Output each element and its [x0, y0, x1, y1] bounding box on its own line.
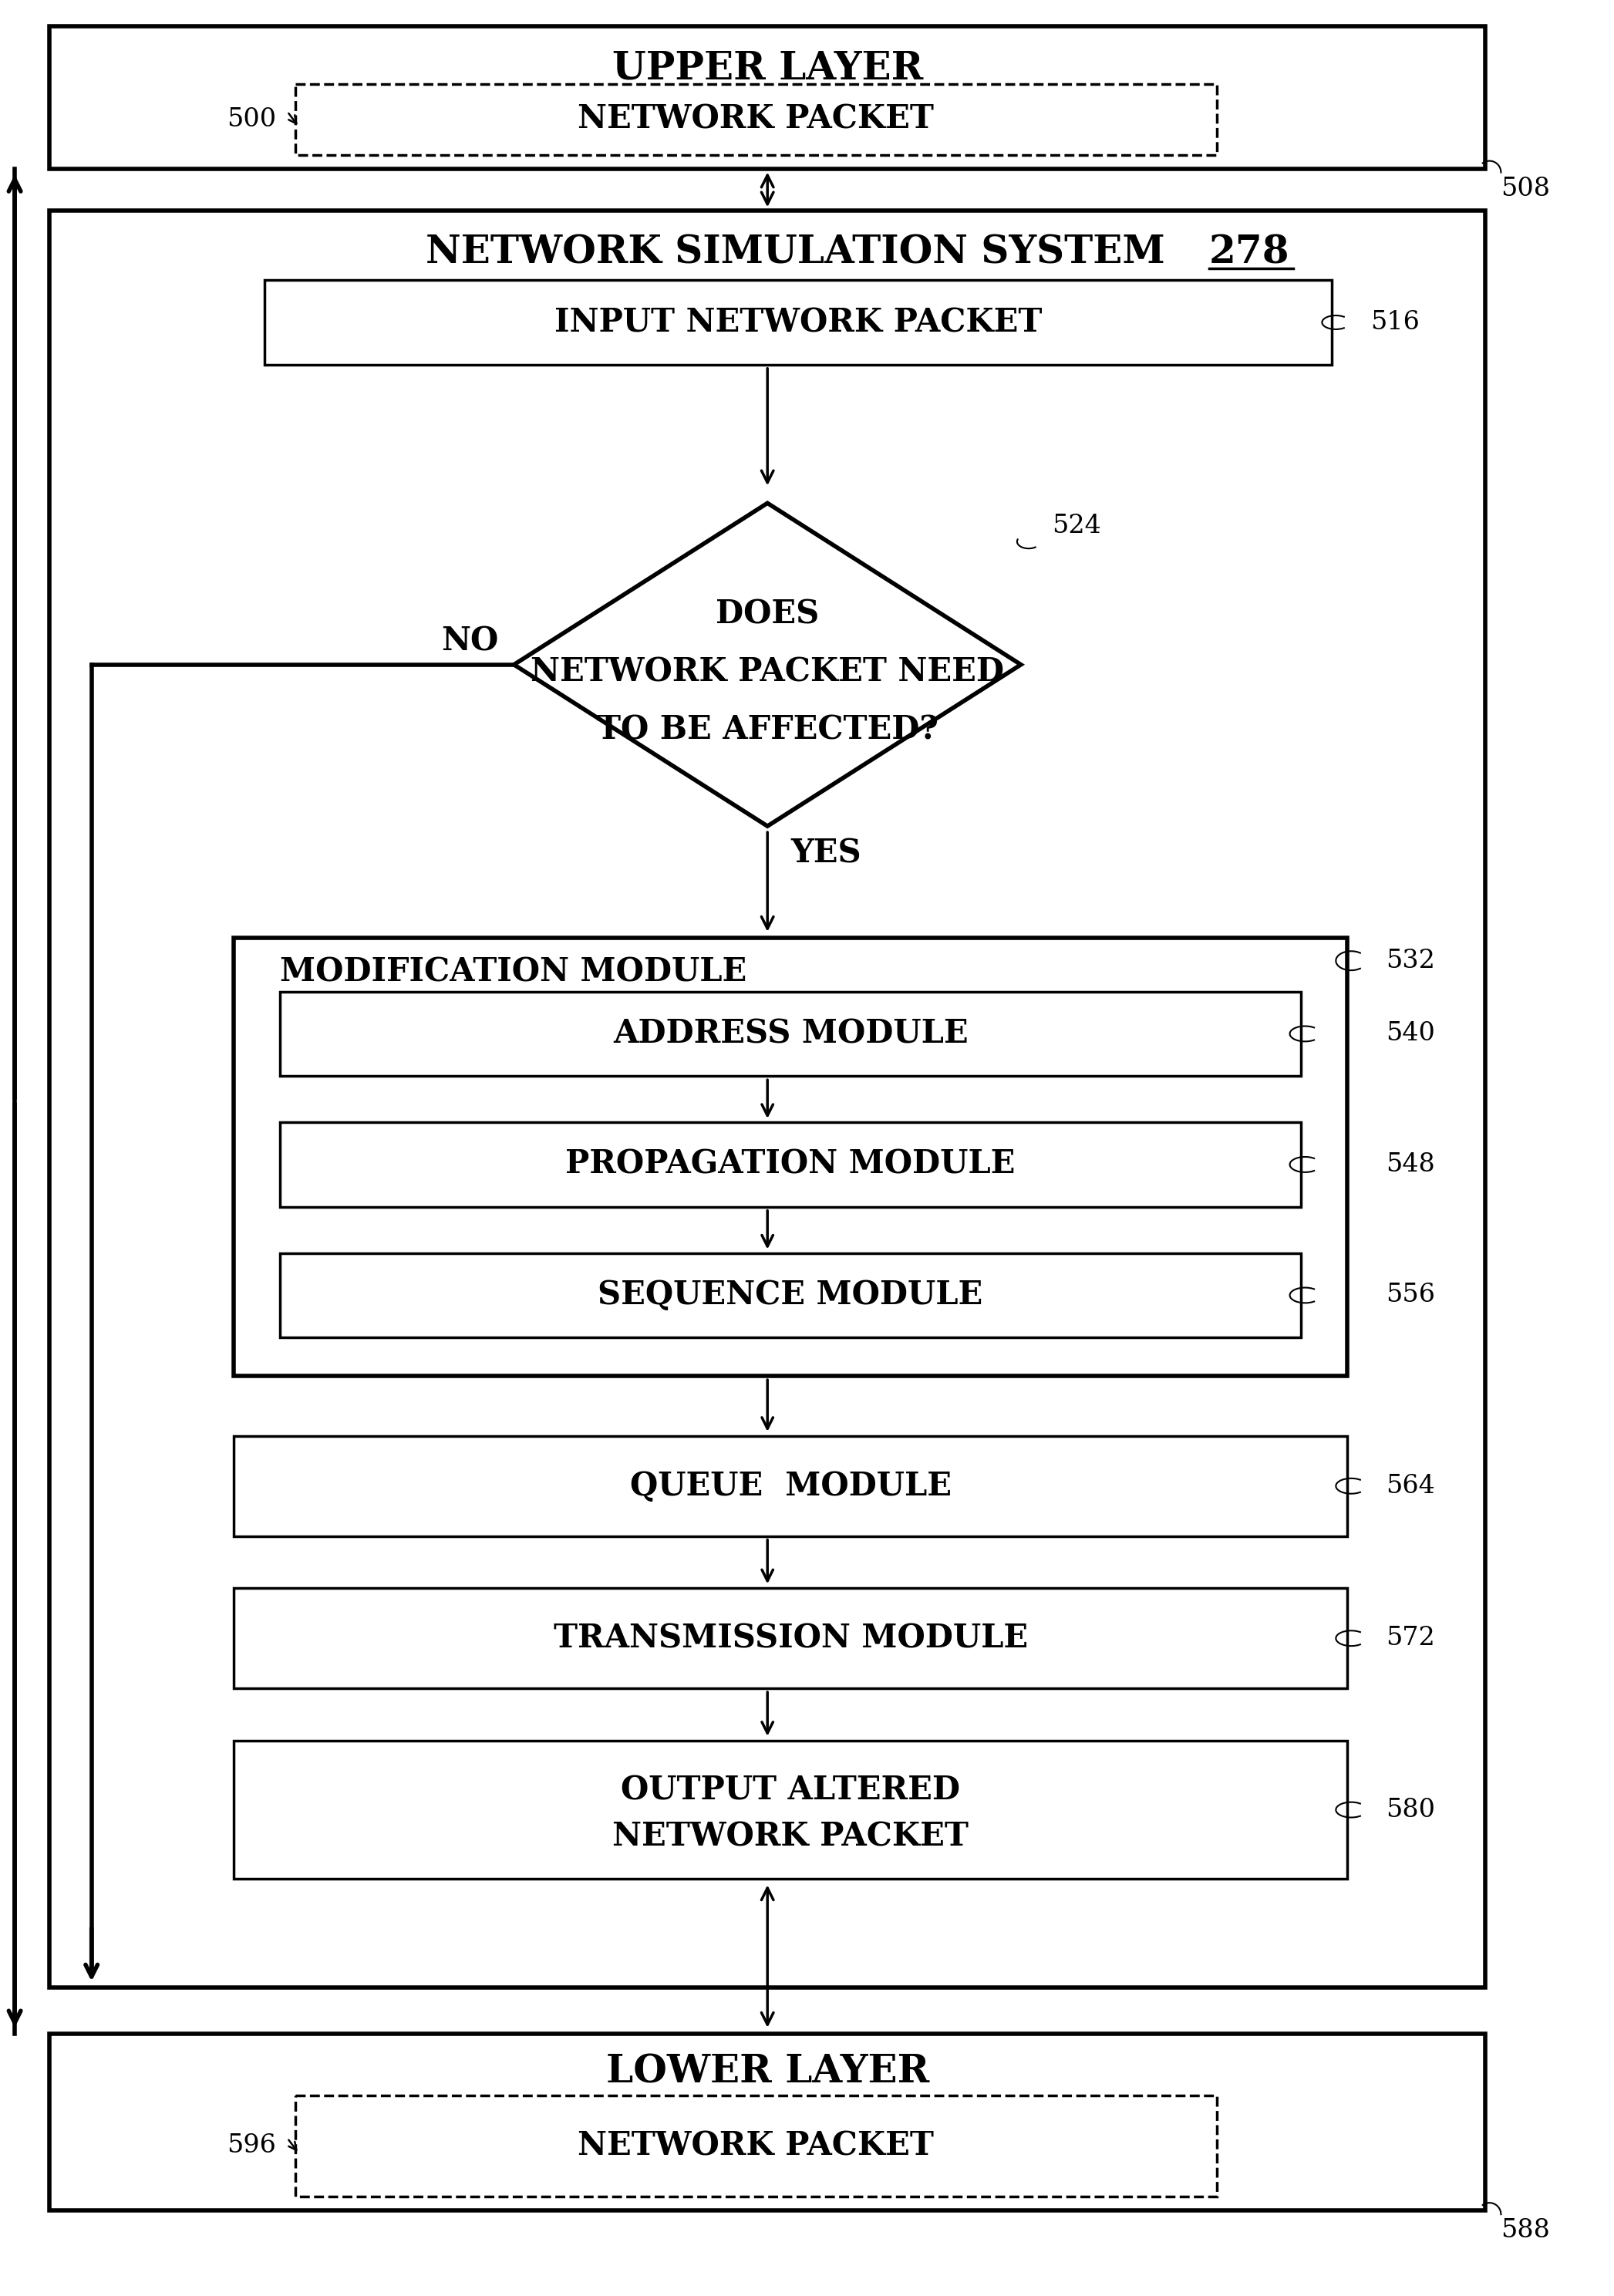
- Bar: [234, 1589, 1348, 1688]
- Text: ADDRESS MODULE: ADDRESS MODULE: [613, 1017, 968, 1049]
- Text: NETWORK SIMULATION SYSTEM: NETWORK SIMULATION SYSTEM: [426, 234, 1165, 271]
- Text: NETWORK PACKET: NETWORK PACKET: [578, 103, 935, 135]
- Text: TRANSMISSION MODULE: TRANSMISSION MODULE: [554, 1621, 1028, 1655]
- Text: 588: 588: [1501, 2218, 1549, 2243]
- Text: 508: 508: [1501, 177, 1551, 202]
- Text: 278: 278: [1209, 234, 1290, 271]
- Text: QUEUE  MODULE: QUEUE MODULE: [629, 1469, 951, 1502]
- Text: NO: NO: [441, 625, 499, 657]
- Text: 548: 548: [1386, 1153, 1435, 1178]
- Text: INPUT NETWORK PACKET: INPUT NETWORK PACKET: [554, 305, 1043, 338]
- Text: MODIFICATION MODULE: MODIFICATION MODULE: [279, 955, 746, 990]
- Text: 556: 556: [1386, 1283, 1435, 1309]
- Bar: [295, 2096, 1217, 2197]
- Text: 516: 516: [1370, 310, 1420, 335]
- Bar: [279, 1254, 1301, 1339]
- Text: 564: 564: [1386, 1474, 1435, 1499]
- Bar: [50, 2034, 1485, 2211]
- Polygon shape: [513, 503, 1022, 827]
- Text: 500: 500: [226, 108, 276, 131]
- Text: NETWORK PACKET NEED: NETWORK PACKET NEED: [531, 657, 1004, 689]
- Bar: [50, 211, 1485, 1988]
- Bar: [279, 992, 1301, 1077]
- Bar: [234, 1740, 1348, 1878]
- Text: 580: 580: [1386, 1798, 1435, 1823]
- Bar: [234, 937, 1348, 1375]
- Text: 532: 532: [1386, 948, 1435, 974]
- Text: OUTPUT ALTERED: OUTPUT ALTERED: [621, 1775, 960, 1807]
- Text: NETWORK PACKET: NETWORK PACKET: [612, 1821, 968, 1853]
- Text: 524: 524: [1052, 514, 1101, 540]
- Text: TO BE AFFECTED?: TO BE AFFECTED?: [597, 714, 938, 746]
- Text: 572: 572: [1386, 1626, 1435, 1651]
- Text: SEQUENCE MODULE: SEQUENCE MODULE: [599, 1279, 983, 1311]
- Text: DOES: DOES: [715, 599, 820, 631]
- Bar: [295, 85, 1217, 154]
- Bar: [265, 280, 1332, 365]
- Text: 540: 540: [1386, 1022, 1435, 1047]
- Text: 596: 596: [226, 2133, 276, 2158]
- Text: YES: YES: [791, 836, 862, 870]
- Text: LOWER LAYER: LOWER LAYER: [605, 2053, 930, 2092]
- Text: UPPER LAYER: UPPER LAYER: [612, 51, 923, 87]
- Bar: [50, 25, 1485, 168]
- Text: NETWORK PACKET: NETWORK PACKET: [578, 2131, 935, 2163]
- Bar: [234, 1435, 1348, 1536]
- Bar: [279, 1123, 1301, 1208]
- Text: PROPAGATION MODULE: PROPAGATION MODULE: [565, 1148, 1015, 1180]
